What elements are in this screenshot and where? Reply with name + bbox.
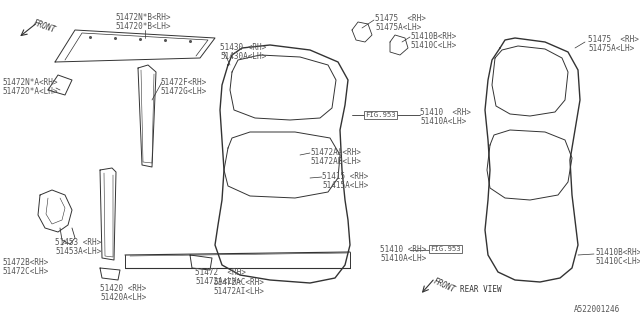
Text: 51475A<LH>: 51475A<LH> [588,44,634,53]
Text: 51472B<RH>: 51472B<RH> [2,258,48,267]
Text: 51472AI<LH>: 51472AI<LH> [213,287,264,296]
Text: 51410A<LH>: 51410A<LH> [420,117,467,126]
Text: 51472AA<RH>: 51472AA<RH> [310,148,361,157]
Text: 51475  <RH>: 51475 <RH> [375,14,426,23]
Text: 51420 <RH>: 51420 <RH> [100,284,147,293]
Text: 51430A<LH>: 51430A<LH> [220,52,266,61]
Text: 51410B<RH>: 51410B<RH> [410,32,456,41]
Text: 51410A<LH>: 51410A<LH> [380,254,426,263]
Text: 51410 <RH>: 51410 <RH> [380,245,426,254]
Text: 51430 <RH>: 51430 <RH> [220,43,266,52]
Text: 51415 <RH>: 51415 <RH> [322,172,368,181]
Text: 51410C<LH>: 51410C<LH> [595,257,640,266]
Text: 51453 <RH>: 51453 <RH> [55,238,101,247]
Text: FRONT: FRONT [432,277,457,295]
Text: 51475A<LH>: 51475A<LH> [375,23,421,32]
Text: 51472A<LH>: 51472A<LH> [195,277,241,286]
Text: 51415A<LH>: 51415A<LH> [322,181,368,190]
Text: FIG.953: FIG.953 [365,112,396,118]
Text: A522001246: A522001246 [573,305,620,314]
Text: 51472AB<LH>: 51472AB<LH> [310,157,361,166]
Text: FRONT: FRONT [32,18,57,34]
Text: 51472AC<RH>: 51472AC<RH> [213,278,264,287]
Text: 51472G<LH>: 51472G<LH> [160,87,206,96]
Text: 51472C<LH>: 51472C<LH> [2,267,48,276]
Text: 51420A<LH>: 51420A<LH> [100,293,147,302]
Text: 51410B<RH>: 51410B<RH> [595,248,640,257]
Text: 51410  <RH>: 51410 <RH> [420,108,471,117]
Text: 51453A<LH>: 51453A<LH> [55,247,101,256]
Text: 51410C<LH>: 51410C<LH> [410,41,456,50]
Text: 51472F<RH>: 51472F<RH> [160,78,206,87]
Text: 51472N*B<RH>: 51472N*B<RH> [115,13,170,22]
Text: 514720*B<LH>: 514720*B<LH> [115,22,170,31]
Text: FIG.953: FIG.953 [430,246,461,252]
Text: 51472N*A<RH>: 51472N*A<RH> [2,78,58,87]
Text: 51472  <RH>: 51472 <RH> [195,268,246,277]
Text: REAR VIEW: REAR VIEW [460,285,502,294]
Text: 51475  <RH>: 51475 <RH> [588,35,639,44]
Text: 51472O*A<LH>: 51472O*A<LH> [2,87,58,96]
